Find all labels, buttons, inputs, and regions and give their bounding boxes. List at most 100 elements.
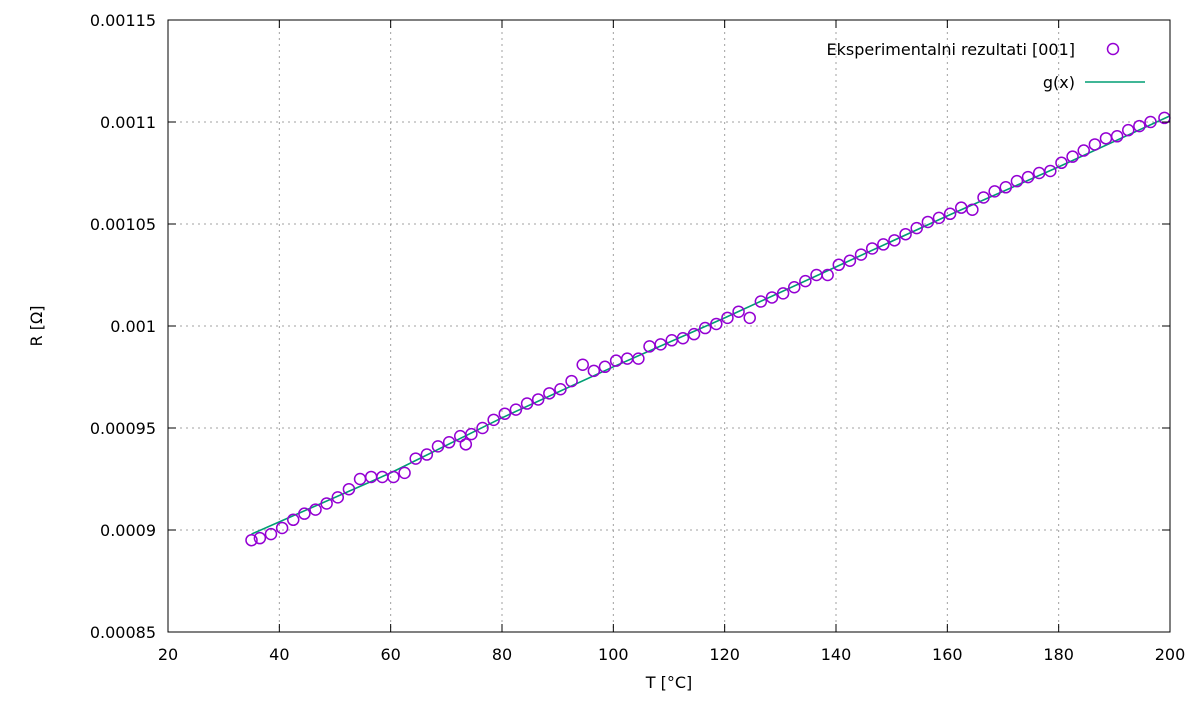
- data-point: [531, 393, 545, 406]
- data-point: [398, 466, 411, 480]
- data-point: [687, 327, 701, 341]
- data-point: [264, 527, 278, 541]
- data-point: [821, 268, 834, 282]
- data-point: [609, 354, 623, 367]
- y-tick-label: 0.001: [110, 317, 156, 336]
- data-point: [459, 438, 473, 451]
- data-point: [1133, 119, 1146, 133]
- data-point: [598, 360, 612, 374]
- data-point: [1110, 130, 1124, 143]
- y-tick-label: 0.00115: [90, 11, 156, 30]
- data-point: [1099, 132, 1113, 145]
- data-point: [487, 413, 500, 427]
- data-point: [420, 448, 434, 461]
- data-point: [431, 440, 445, 453]
- y-axis-label: R [Ω]: [27, 306, 46, 347]
- data-point: [387, 470, 400, 484]
- data-point: [1144, 115, 1157, 129]
- data-point: [899, 227, 912, 241]
- data-point: [498, 407, 512, 420]
- data-point: [1077, 144, 1090, 157]
- data-point: [543, 387, 556, 400]
- data-point: [710, 317, 723, 331]
- x-tick-label: 140: [821, 645, 852, 664]
- x-tick-label: 40: [269, 645, 289, 664]
- legend-label-experimental: Eksperimentalni rezultati [001]: [827, 40, 1075, 59]
- data-point: [342, 482, 356, 496]
- data-point: [698, 321, 712, 335]
- x-tick-label: 120: [709, 645, 740, 664]
- grid: [168, 20, 1170, 632]
- data-point: [921, 215, 935, 229]
- data-point: [721, 311, 734, 325]
- data-point: [966, 203, 979, 216]
- data-point: [743, 311, 756, 325]
- data-point: [1088, 138, 1102, 151]
- y-tick-label: 0.0011: [100, 113, 156, 132]
- data-point: [331, 491, 345, 504]
- axis-ticks: 20 40 60 80 100 120 140 160 180 200 0.00085 0.0009 0…: [90, 11, 1185, 664]
- data-point: [877, 238, 890, 251]
- y-tick-label: 0.0009: [100, 521, 156, 540]
- data-points-layer: [245, 111, 1171, 547]
- data-point: [465, 427, 478, 441]
- data-point: [754, 295, 768, 308]
- data-point: [509, 403, 523, 416]
- data-point: [799, 274, 812, 288]
- data-point: [932, 211, 946, 225]
- x-tick-label: 160: [932, 645, 963, 664]
- x-axis-label: T [°C]: [645, 673, 693, 692]
- data-point: [1044, 164, 1057, 178]
- y-tick-label: 0.00105: [90, 215, 156, 234]
- data-point: [309, 503, 322, 516]
- data-point: [910, 221, 923, 235]
- data-point: [654, 338, 667, 351]
- legend: Eksperimentalni rezultati [001] g(x): [827, 40, 1145, 92]
- data-point: [353, 472, 367, 486]
- data-point: [999, 181, 1013, 194]
- data-point: [843, 254, 857, 267]
- data-point: [287, 513, 300, 527]
- data-point: [565, 374, 578, 388]
- data-point: [865, 242, 879, 255]
- data-point: [854, 248, 868, 261]
- data-point: [776, 287, 790, 300]
- x-tick-label: 80: [492, 645, 512, 664]
- data-point: [245, 533, 258, 547]
- data-point: [943, 207, 957, 221]
- data-point: [832, 258, 846, 272]
- data-point: [732, 305, 745, 318]
- data-point: [977, 191, 990, 204]
- x-tick-label: 180: [1043, 645, 1074, 664]
- data-point: [576, 358, 589, 372]
- data-point: [788, 280, 801, 294]
- x-tick-label: 100: [598, 645, 629, 664]
- data-point: [1066, 150, 1079, 163]
- data-point: [476, 421, 489, 435]
- data-point: [1010, 174, 1024, 188]
- data-point: [888, 234, 901, 247]
- y-tick-label: 0.00085: [90, 623, 156, 642]
- data-point: [587, 364, 601, 378]
- data-point: [275, 521, 289, 535]
- x-tick-label: 20: [158, 645, 178, 664]
- data-point: [520, 397, 534, 410]
- data-point: [442, 436, 456, 449]
- x-tick-label: 60: [380, 645, 400, 664]
- data-point: [409, 452, 422, 465]
- data-point: [765, 291, 779, 304]
- data-point: [320, 497, 333, 510]
- data-point: [554, 382, 567, 396]
- data-point: [1055, 156, 1068, 170]
- y-tick-label: 0.00095: [90, 419, 156, 438]
- data-point: [988, 185, 1001, 198]
- data-point: [1122, 123, 1135, 137]
- data-point: [253, 531, 267, 545]
- legend-label-fit: g(x): [1043, 73, 1075, 92]
- data-point: [676, 331, 690, 345]
- data-point: [632, 352, 645, 365]
- data-point: [298, 507, 311, 520]
- x-tick-label: 200: [1155, 645, 1186, 664]
- data-point: [1021, 170, 1035, 184]
